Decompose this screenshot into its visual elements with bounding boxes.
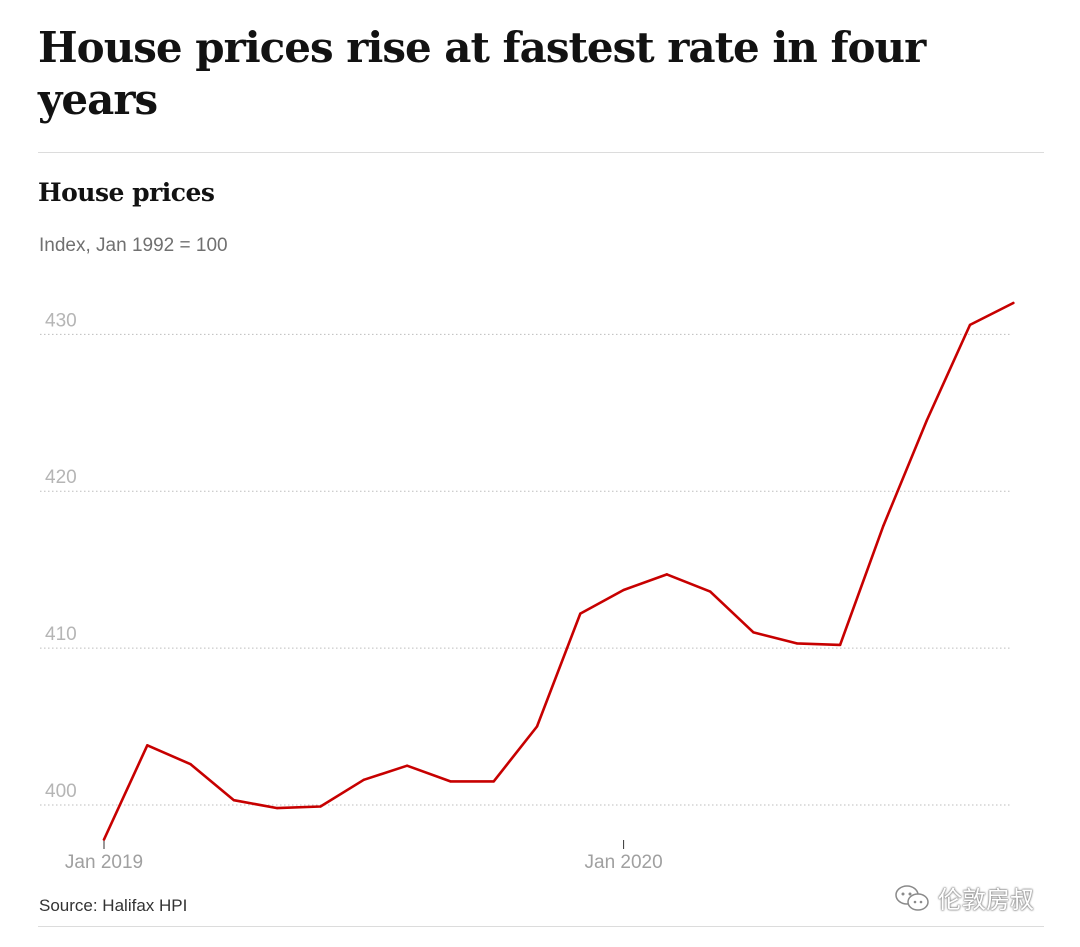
data-point-19 [925,419,928,422]
y-tick-label-430: 430 [45,310,77,331]
headline: House prices rise at fastest rate in fou… [38,23,926,124]
top-divider [38,152,1044,153]
data-point-9 [492,780,495,783]
data-point-12 [622,588,625,592]
watermark: 伦敦房叔 [894,880,1034,915]
data-point-1 [146,744,149,747]
data-point-21 [1012,301,1015,305]
data-point-0 [102,838,106,841]
data-point-17 [838,643,842,647]
data-point-7 [405,764,409,767]
x-tick-label-12: Jan 2020 [585,852,663,873]
data-point-16 [795,642,798,645]
data-point-13 [665,573,669,576]
data-point-5 [319,805,322,808]
chat-bubbles-icon [895,884,929,911]
bottom-divider [38,926,1044,927]
series-line-house-prices [102,301,1015,841]
data-point-20 [968,323,972,327]
watermark-text: 伦敦房叔 [938,886,1034,914]
x-tick-label-0: Jan 2019 [65,852,143,873]
data-point-3 [232,799,236,802]
data-point-15 [752,631,755,634]
data-point-18 [882,524,885,527]
chart-subtitle: Index, Jan 1992 = 100 [39,235,228,256]
data-point-8 [449,780,452,783]
data-point-6 [362,778,365,782]
data-point-11 [579,612,582,615]
data-point-4 [276,806,279,810]
y-tick-label-400: 400 [45,781,77,802]
data-point-10 [535,725,539,728]
source-note: Source: Halifax HPI [39,896,188,915]
data-point-2 [189,762,192,766]
y-tick-label-420: 420 [45,467,77,488]
chart-title: House prices [38,178,215,207]
data-point-14 [709,590,712,593]
y-tick-label-410: 410 [45,624,77,645]
